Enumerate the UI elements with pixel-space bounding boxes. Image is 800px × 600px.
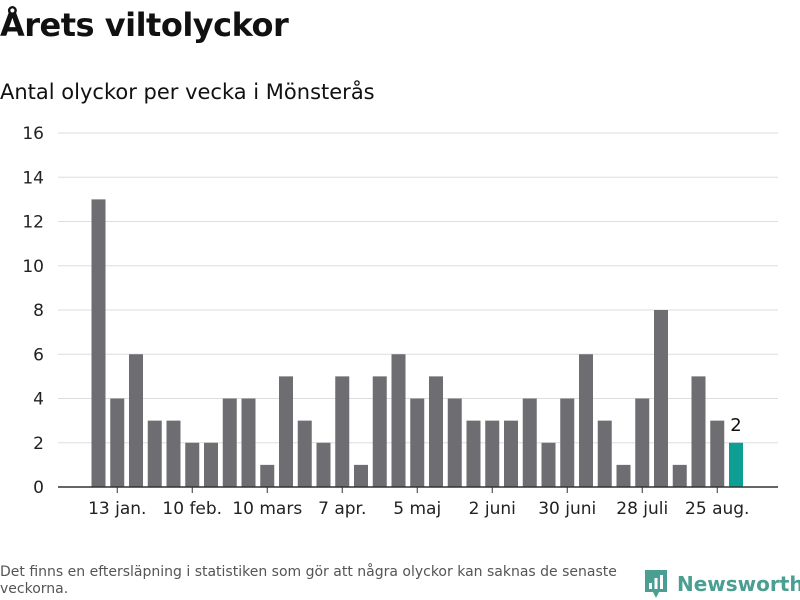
chart-title: Årets viltolyckor	[0, 6, 289, 44]
bar	[91, 199, 106, 487]
x-tick-label: 10 mars	[232, 499, 302, 519]
bar	[691, 376, 706, 487]
bar	[185, 442, 200, 487]
brand: Newsworthy	[643, 568, 800, 600]
bar	[447, 398, 462, 487]
bar	[335, 376, 350, 487]
x-tick-label: 30 juni	[538, 499, 596, 519]
highlighted-bar	[729, 442, 743, 487]
bar	[316, 442, 331, 487]
bar	[522, 398, 537, 487]
x-tick-label: 2 juni	[469, 499, 516, 519]
bar	[204, 442, 218, 487]
bar	[260, 464, 275, 487]
bar	[297, 420, 312, 487]
brand-name: Newsworthy	[677, 572, 800, 596]
x-tick-label: 13 jan.	[88, 499, 146, 519]
bar	[222, 398, 237, 487]
bar	[616, 464, 631, 487]
x-tick-label: 10 feb.	[162, 499, 222, 519]
y-tick-label: 16	[22, 124, 44, 144]
y-tick-label: 4	[33, 390, 44, 410]
newsworthy-logo-icon	[645, 570, 667, 598]
bar	[541, 442, 556, 487]
x-tick-label: 25 aug.	[685, 499, 749, 519]
y-tick-label: 2	[33, 434, 44, 454]
bar	[485, 420, 500, 487]
bar	[710, 420, 725, 487]
chart-subtitle: Antal olyckor per vecka i Mönsterås	[0, 80, 375, 104]
bar	[241, 398, 256, 487]
bar	[147, 420, 162, 487]
bar	[579, 354, 593, 487]
y-tick-label: 0	[33, 478, 44, 498]
y-tick-label: 10	[22, 257, 44, 277]
bar	[279, 376, 293, 487]
y-tick-label: 6	[33, 345, 44, 365]
bar	[466, 420, 481, 487]
bar	[597, 420, 612, 487]
bar	[672, 464, 687, 487]
bar	[166, 420, 181, 487]
x-tick-label: 5 maj	[393, 499, 441, 519]
y-tick-label: 12	[22, 213, 44, 233]
bar	[504, 420, 518, 487]
bar	[635, 398, 650, 487]
bar	[429, 376, 443, 487]
bar-chart: 0 2 4 6 8 10 12 14 16 2 13 jan. 10 feb. 10 mars 7 apr…	[22, 124, 778, 519]
bar	[372, 376, 387, 487]
bar	[410, 398, 425, 487]
y-tick-label: 14	[22, 168, 44, 188]
bar	[560, 398, 575, 487]
y-tick-label: 8	[33, 301, 44, 321]
bar	[129, 354, 143, 487]
bar-data-label: 2	[730, 415, 741, 436]
bar	[110, 398, 125, 487]
bar	[391, 354, 406, 487]
x-tick-label: 28 juli	[616, 499, 668, 519]
bar	[654, 310, 668, 487]
bar	[354, 464, 368, 487]
x-tick-label: 7 apr.	[318, 499, 366, 519]
footnote: Det finns en eftersläpning i statistiken…	[0, 564, 617, 597]
